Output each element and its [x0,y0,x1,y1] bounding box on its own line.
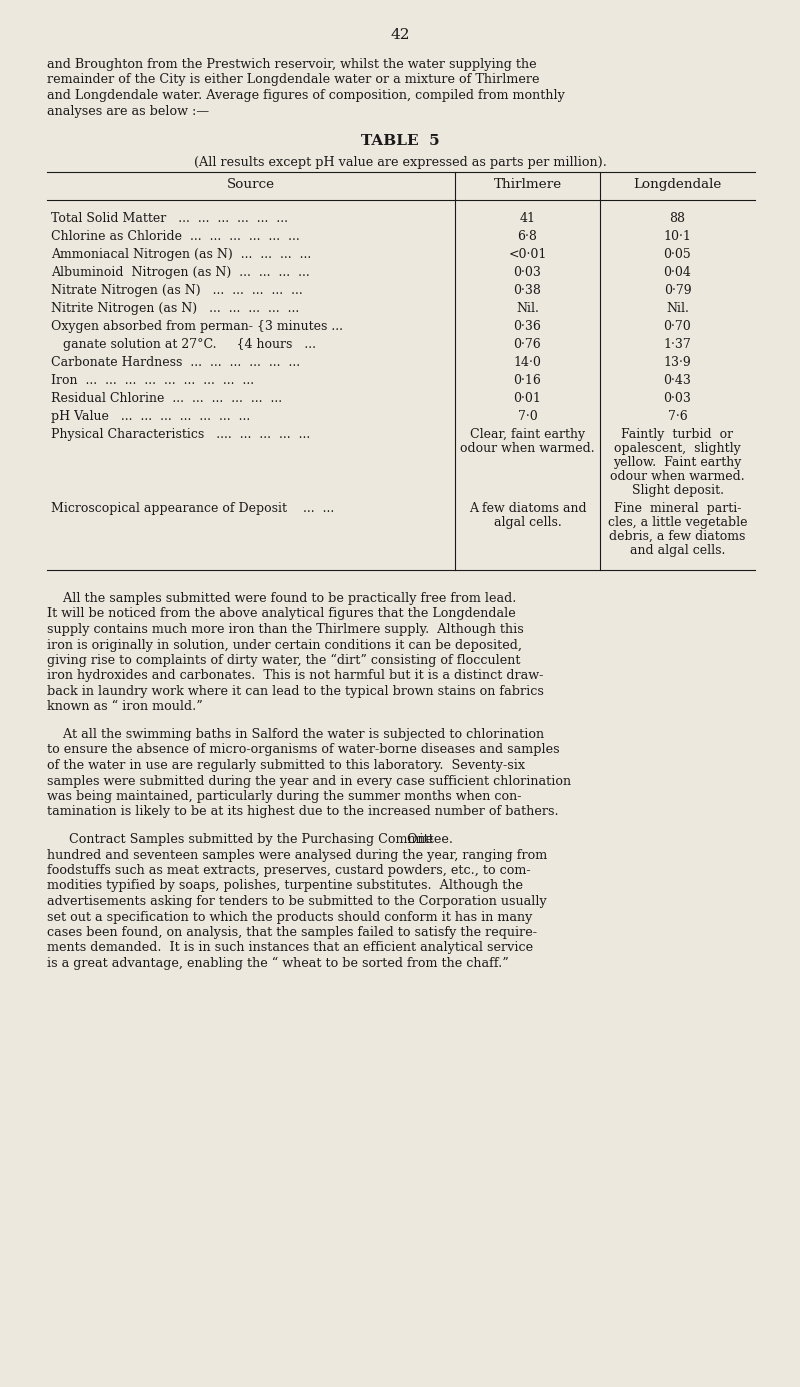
Text: was being maintained, particularly during the summer months when con-: was being maintained, particularly durin… [47,791,522,803]
Text: Thirlmere: Thirlmere [494,178,562,191]
Text: ments demanded.  It is in such instances that an efficient analytical service: ments demanded. It is in such instances … [47,942,533,954]
Text: Total Solid Matter   ...  ...  ...  ...  ...  ...: Total Solid Matter ... ... ... ... ... .… [51,212,288,225]
Text: modities typified by soaps, polishes, turpentine substitutes.  Although the: modities typified by soaps, polishes, tu… [47,879,523,892]
Text: iron hydroxides and carbonates.  This is not harmful but it is a distinct draw-: iron hydroxides and carbonates. This is … [47,670,543,682]
Text: analyses are as below :—: analyses are as below :— [47,104,209,118]
Text: back in laundry work where it can lead to the typical brown stains on fabrics: back in laundry work where it can lead t… [47,685,544,698]
Text: 0·38: 0·38 [514,284,542,297]
Text: 0·36: 0·36 [514,320,542,333]
Text: 0·04: 0·04 [663,266,691,279]
Text: 0·76: 0·76 [514,338,542,351]
Text: Nil.: Nil. [666,302,689,315]
Text: advertisements asking for tenders to be submitted to the Corporation usually: advertisements asking for tenders to be … [47,895,546,908]
Text: to ensure the absence of micro-organisms of water-borne diseases and samples: to ensure the absence of micro-organisms… [47,743,560,756]
Text: odour when warmed.: odour when warmed. [460,442,595,455]
Text: samples were submitted during the year and in every case sufficient chlorination: samples were submitted during the year a… [47,774,571,788]
Text: Residual Chlorine  ...  ...  ...  ...  ...  ...: Residual Chlorine ... ... ... ... ... ..… [51,393,282,405]
Text: 7·0: 7·0 [518,411,538,423]
Text: cases been found, on analysis, that the samples failed to satisfy the require-: cases been found, on analysis, that the … [47,927,537,939]
Text: pH Value   ...  ...  ...  ...  ...  ...  ...: pH Value ... ... ... ... ... ... ... [51,411,250,423]
Text: 14·0: 14·0 [514,356,542,369]
Text: 10·1: 10·1 [663,230,691,243]
Text: 0·43: 0·43 [663,374,691,387]
Text: is a great advantage, enabling the “ wheat to be sorted from the chaff.”: is a great advantage, enabling the “ whe… [47,957,509,971]
Text: 13·9: 13·9 [664,356,691,369]
Text: Chlorine as Chloride  ...  ...  ...  ...  ...  ...: Chlorine as Chloride ... ... ... ... ...… [51,230,300,243]
Text: Slight deposit.: Slight deposit. [631,484,723,497]
Text: opalescent,  slightly: opalescent, slightly [614,442,741,455]
Text: set out a specification to which the products should conform it has in many: set out a specification to which the pro… [47,910,532,924]
Text: A few diatoms and: A few diatoms and [469,502,586,515]
Text: tamination is likely to be at its highest due to the increased number of bathers: tamination is likely to be at its highes… [47,806,558,818]
Text: One: One [399,834,433,846]
Text: 7·6: 7·6 [668,411,687,423]
Text: yellow.  Faint earthy: yellow. Faint earthy [614,456,742,469]
Text: Physical Characteristics   ....  ...  ...  ...  ...: Physical Characteristics .... ... ... ..… [51,429,310,441]
Text: iron is originally in solution, under certain conditions it can be deposited,: iron is originally in solution, under ce… [47,638,522,652]
Text: Microscopical appearance of Deposit    ...  ...: Microscopical appearance of Deposit ... … [51,502,334,515]
Text: remainder of the City is either Longdendale water or a mixture of Thirlmere: remainder of the City is either Longdend… [47,74,539,86]
Text: <0·01: <0·01 [508,248,546,261]
Text: and Broughton from the Prestwich reservoir, whilst the water supplying the: and Broughton from the Prestwich reservo… [47,58,537,71]
Text: Faintly  turbid  or: Faintly turbid or [622,429,734,441]
Text: giving rise to complaints of dirty water, the “dirt” consisting of flocculent: giving rise to complaints of dirty water… [47,655,521,667]
Text: 0·03: 0·03 [514,266,542,279]
Text: Longdendale: Longdendale [634,178,722,191]
Text: algal cells.: algal cells. [494,516,562,528]
Text: Nitrate Nitrogen (as N)   ...  ...  ...  ...  ...: Nitrate Nitrogen (as N) ... ... ... ... … [51,284,302,297]
Text: Albuminoid  Nitrogen (as N)  ...  ...  ...  ...: Albuminoid Nitrogen (as N) ... ... ... .… [51,266,310,279]
Text: Source: Source [227,178,275,191]
Text: Nil.: Nil. [516,302,539,315]
Text: 0·01: 0·01 [514,393,542,405]
Text: All the samples submitted were found to be practically free from lead.: All the samples submitted were found to … [47,592,516,605]
Text: 0·16: 0·16 [514,374,542,387]
Text: 6·8: 6·8 [518,230,538,243]
Text: and Longdendale water. Average figures of composition, compiled from monthly: and Longdendale water. Average figures o… [47,89,565,103]
Text: 1·37: 1·37 [664,338,691,351]
Text: Clear, faint earthy: Clear, faint earthy [470,429,585,441]
Text: Carbonate Hardness  ...  ...  ...  ...  ...  ...: Carbonate Hardness ... ... ... ... ... .… [51,356,300,369]
Text: Contract Samples submitted by the Purchasing Committee.: Contract Samples submitted by the Purcha… [69,834,453,846]
Text: foodstuffs such as meat extracts, preserves, custard powders, etc., to com-: foodstuffs such as meat extracts, preser… [47,864,530,877]
Text: Oxygen absorbed from perman- {3 minutes ...: Oxygen absorbed from perman- {3 minutes … [51,320,343,333]
Text: 0·05: 0·05 [664,248,691,261]
Text: 0·03: 0·03 [663,393,691,405]
Text: 0·79: 0·79 [664,284,691,297]
Text: (All results except pH value are expressed as parts per million).: (All results except pH value are express… [194,155,606,169]
Text: 0·70: 0·70 [664,320,691,333]
Text: 41: 41 [519,212,535,225]
Text: Iron  ...  ...  ...  ...  ...  ...  ...  ...  ...: Iron ... ... ... ... ... ... ... ... ... [51,374,254,387]
Text: It will be noticed from the above analytical figures that the Longdendale: It will be noticed from the above analyt… [47,608,516,620]
Text: supply contains much more iron than the Thirlmere supply.  Although this: supply contains much more iron than the … [47,623,524,637]
Text: hundred and seventeen samples were analysed during the year, ranging from: hundred and seventeen samples were analy… [47,849,547,861]
Text: Fine  mineral  parti-: Fine mineral parti- [614,502,741,515]
Text: 88: 88 [670,212,686,225]
Text: and algal cells.: and algal cells. [630,544,725,558]
Text: At all the swimming baths in Salford the water is subjected to chlorination: At all the swimming baths in Salford the… [47,728,544,741]
Text: ganate solution at 27°C.     {4 hours   ...: ganate solution at 27°C. {4 hours ... [51,338,316,351]
Text: known as “ iron mould.”: known as “ iron mould.” [47,700,202,713]
Text: debris, a few diatoms: debris, a few diatoms [610,530,746,542]
Text: cles, a little vegetable: cles, a little vegetable [608,516,747,528]
Text: Nitrite Nitrogen (as N)   ...  ...  ...  ...  ...: Nitrite Nitrogen (as N) ... ... ... ... … [51,302,299,315]
Text: Ammoniacal Nitrogen (as N)  ...  ...  ...  ...: Ammoniacal Nitrogen (as N) ... ... ... .… [51,248,311,261]
Text: 42: 42 [390,28,410,42]
Text: TABLE  5: TABLE 5 [361,135,439,148]
Text: odour when warmed.: odour when warmed. [610,470,745,483]
Text: of the water in use are regularly submitted to this laboratory.  Seventy-six: of the water in use are regularly submit… [47,759,525,773]
